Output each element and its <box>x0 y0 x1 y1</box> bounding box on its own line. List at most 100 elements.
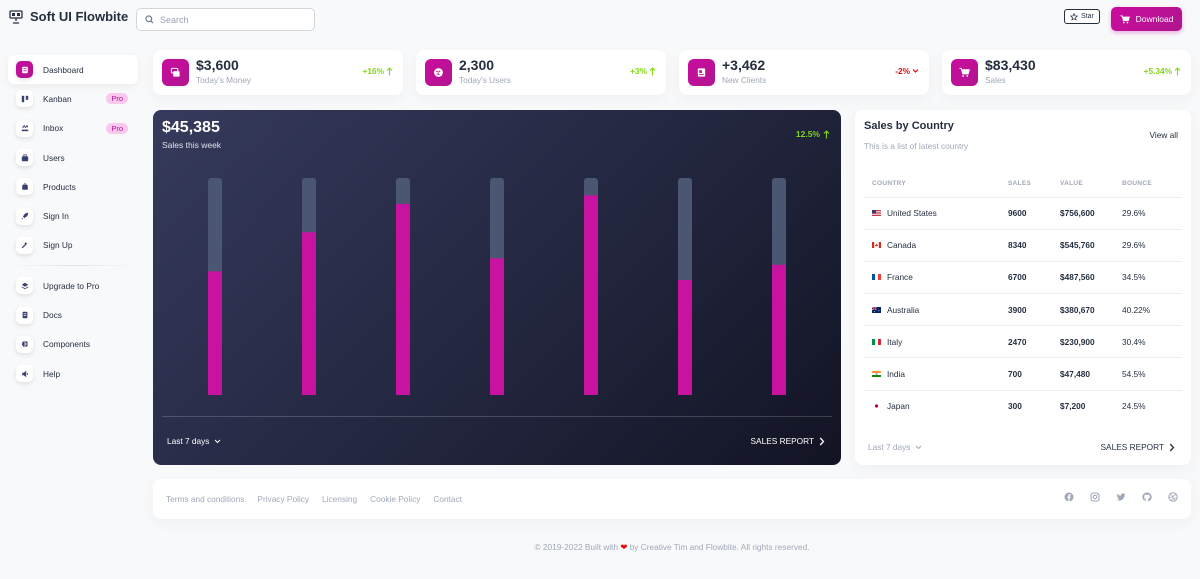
country-name: Italy <box>887 336 903 347</box>
github-icon[interactable] <box>1142 492 1152 502</box>
value-cell: $487,560 <box>1060 261 1122 295</box>
products-icon <box>16 178 33 196</box>
value-cell: $47,480 <box>1060 357 1122 391</box>
table-row: Canada 8340 $545,760 29.6% <box>864 229 1182 262</box>
period-dropdown[interactable]: Last 7 days <box>167 436 221 446</box>
sidebar-item-sign-in[interactable]: Sign In <box>8 201 138 230</box>
inbox-icon <box>16 119 33 137</box>
value-cell: $7,200 <box>1060 401 1086 412</box>
sidebar-item-docs[interactable]: Docs <box>8 300 138 329</box>
country-name: United States <box>887 208 937 219</box>
sidebar-item-components[interactable]: Components <box>8 330 138 359</box>
stat-label: Today's Money <box>196 75 252 85</box>
components-icon <box>16 335 33 353</box>
arrow-up-icon <box>823 129 830 139</box>
bar-6[interactable] <box>678 279 692 395</box>
rocket-icon <box>16 207 33 225</box>
chevron-down-icon <box>915 445 922 450</box>
bar-7[interactable] <box>772 264 786 395</box>
value-cell: $545,760 <box>1060 229 1122 262</box>
sidebar-item-label: Kanban <box>43 93 72 104</box>
table-row: Italy 2470 $230,900 30.4% <box>864 325 1182 359</box>
bounce-cell: 24.5% <box>1122 401 1146 412</box>
kanban-icon <box>16 90 33 108</box>
brand-logo-icon <box>9 9 23 24</box>
pro-badge: Pro <box>106 93 128 105</box>
sales-total: $45,385 <box>162 119 220 136</box>
sidebar-item-upgrade[interactable]: Upgrade to Pro <box>8 271 138 300</box>
footer-link-terms[interactable]: Terms and conditions <box>166 494 245 504</box>
period-dropdown[interactable]: Last 7 days <box>868 442 922 452</box>
country-cell: France <box>864 261 1008 295</box>
stat-card-users: 2,300 Today's Users +3% <box>416 50 666 95</box>
sales-cell: 9600 <box>1008 197 1060 230</box>
facebook-icon[interactable] <box>1064 492 1074 502</box>
sidebar-item-kanban[interactable]: Kanban Pro <box>8 84 138 113</box>
sales-change-value: 12.5% <box>795 129 820 139</box>
chevron-down-icon <box>214 439 221 444</box>
stat-change-value: +3% <box>630 66 647 76</box>
star-label: Star <box>1081 13 1094 20</box>
pro-badge: Pro <box>106 122 128 134</box>
twitter-icon[interactable] <box>1116 492 1126 502</box>
sales-cell: 8340 <box>1008 229 1060 262</box>
sidebar-item-label: Dashboard <box>43 64 84 75</box>
stat-label: Sales <box>985 75 1006 85</box>
footer-link-licensing[interactable]: Licensing <box>322 494 358 504</box>
sidebar-item-sign-up[interactable]: Sign Up <box>8 231 138 260</box>
sales-report-link[interactable]: SALES REPORT <box>751 436 825 446</box>
copyright: © 2019-2022 Built with ❤ by Creative Tim… <box>0 542 1200 552</box>
sales-report-link[interactable]: SALES REPORT <box>1101 442 1175 452</box>
bar-2[interactable] <box>302 232 316 395</box>
bar-5[interactable] <box>584 195 598 395</box>
signup-icon <box>16 236 33 254</box>
search-input[interactable] <box>160 14 300 25</box>
view-all-link[interactable]: View all <box>1149 130 1178 140</box>
bar-1[interactable] <box>208 271 222 395</box>
sidebar-item-help[interactable]: Help <box>8 359 138 388</box>
stat-change: -2% <box>895 66 919 76</box>
stat-value: $3,600 <box>196 57 239 73</box>
brand[interactable]: Soft UI Flowbite <box>9 9 128 24</box>
value-cell: $756,600 <box>1060 197 1122 230</box>
sales-subtitle: Sales this week <box>162 140 222 150</box>
sidebar-item-users[interactable]: Users <box>8 143 138 172</box>
value-cell: $380,670 <box>1060 293 1122 327</box>
search-box[interactable] <box>136 8 315 31</box>
sidebar-item-label: Components <box>43 339 91 350</box>
download-button[interactable]: Download <box>1111 7 1182 31</box>
sidebar-item-products[interactable]: Products <box>8 172 138 201</box>
sidebar-item-dashboard[interactable]: Dashboard <box>8 55 138 85</box>
stat-card-clients: +3,462 New Clients -2% <box>679 50 929 95</box>
upgrade-icon <box>16 277 33 295</box>
sidebar-item-label: Sign Up <box>43 240 73 251</box>
bar-3[interactable] <box>396 204 410 395</box>
stat-change: +5.34% <box>1144 66 1181 76</box>
help-icon <box>16 365 33 383</box>
country-cell: Japan <box>864 390 1008 422</box>
bar-4[interactable] <box>490 258 504 395</box>
sidebar-item-label: Products <box>43 181 76 192</box>
wallet-icon <box>162 59 189 86</box>
country-cell: Australia <box>864 293 1008 327</box>
au-flag-icon <box>872 306 881 313</box>
sidebar-item-inbox[interactable]: Inbox Pro <box>8 114 138 143</box>
footer-link-privacy[interactable]: Privacy Policy <box>257 494 310 504</box>
footer-link-cookie[interactable]: Cookie Policy <box>370 494 421 504</box>
sidebar-item-label: Sign In <box>43 211 69 222</box>
instagram-icon[interactable] <box>1090 492 1100 502</box>
country-cell: Italy <box>864 325 1008 359</box>
bounce-cell: 40.22% <box>1122 293 1182 327</box>
stat-change-value: +5.34% <box>1143 66 1172 76</box>
star-icon <box>1070 12 1078 21</box>
footer: Terms and conditions Privacy Policy Lice… <box>153 479 1191 519</box>
dribbble-icon[interactable] <box>1168 492 1178 502</box>
footer-link-contact[interactable]: Contact <box>433 494 462 504</box>
column-header: SALES <box>1008 170 1060 198</box>
country-name: Australia <box>887 304 920 315</box>
stat-change-value: -2% <box>895 66 910 76</box>
chevron-right-icon <box>819 437 825 446</box>
country-cell: Canada <box>864 229 1008 262</box>
star-button[interactable]: Star <box>1064 9 1100 24</box>
arrow-up-icon <box>649 66 656 76</box>
